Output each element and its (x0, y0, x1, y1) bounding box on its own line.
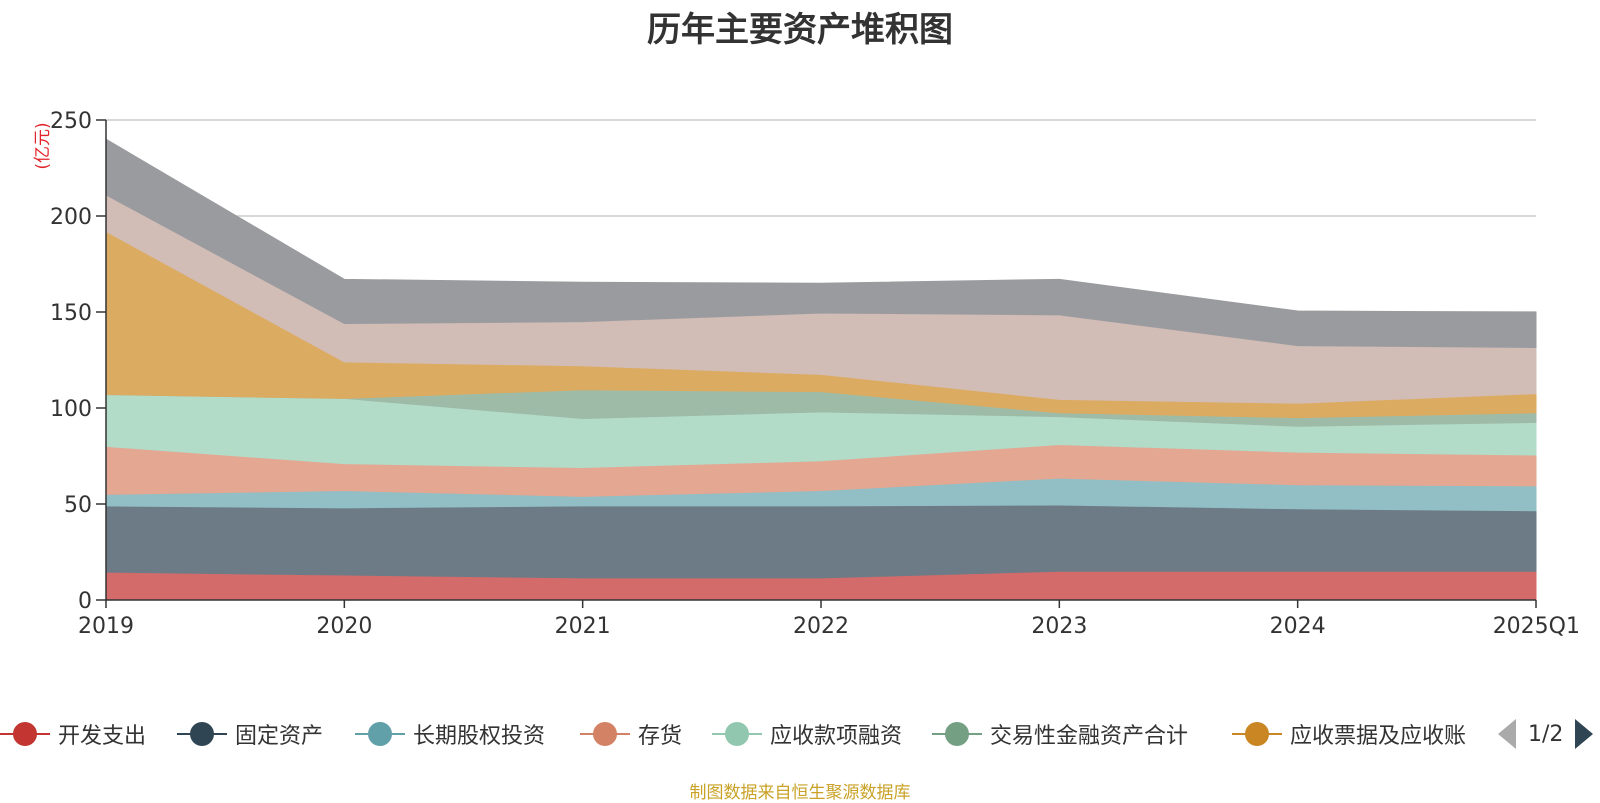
chart-title: 历年主要资产堆积图 (647, 10, 953, 50)
y-tick-label: 0 (78, 589, 92, 614)
x-tick-label: 2022 (793, 614, 849, 639)
axes (96, 119, 1537, 608)
legend-next-page-icon[interactable] (1575, 719, 1594, 749)
legend-prev-page-icon[interactable] (1498, 719, 1516, 749)
legend-item[interactable]: 应收款项融资 (712, 716, 902, 752)
legend-item[interactable]: 开发支出 (0, 716, 146, 752)
legend-symbol-icon (0, 716, 50, 752)
y-tick-label: 150 (50, 301, 92, 326)
legend-pager: 1/2 (1498, 716, 1594, 752)
area-series-9 (105, 138, 1537, 349)
legend-label: 交易性金融资产合计 (990, 724, 1189, 749)
legend-label: 固定资产 (235, 724, 324, 749)
legend-page-indicator: 1/2 (1528, 721, 1564, 747)
x-tick-labels: 2019 2020 2021 2022 2023 2024 2025Q1 (78, 614, 1580, 639)
x-tick-label: 2020 (316, 614, 372, 639)
legend-symbol-icon (712, 716, 762, 752)
legend-symbol-icon (355, 716, 405, 752)
legend-symbol-icon (177, 716, 227, 752)
y-tick-label: 100 (50, 397, 92, 422)
legend-item[interactable]: 应收票据及应收账 (1232, 716, 1466, 752)
x-tick-label: 2023 (1031, 614, 1087, 639)
legend-symbol-icon (580, 716, 630, 752)
x-tick-label: 2025Q1 (1493, 614, 1580, 639)
legend-item[interactable]: 交易性金融资产合计 (932, 716, 1188, 752)
legend-label: 长期股权投资 (413, 724, 546, 749)
legend-label: 存货 (638, 724, 683, 749)
source-note: 制图数据来自恒生聚源数据库 (689, 783, 911, 803)
legend-item[interactable]: 存货 (580, 716, 682, 752)
stacked-area-chart: 0 50 100 150 200 250 2019 2020 2021 2022 2023 2024… (33, 109, 1580, 639)
x-tick-label: 2019 (78, 614, 134, 639)
x-tick-label: 2021 (555, 614, 611, 639)
legend-label: 应收票据及应收账 (1290, 724, 1467, 749)
legend-label: 开发支出 (58, 724, 147, 749)
y-tick-label: 250 (50, 109, 92, 134)
area-series-2 (105, 504, 1537, 579)
y-tick-label: 50 (64, 493, 92, 518)
legend-symbol-icon (1232, 716, 1282, 752)
y-axis-label: (亿元) (33, 122, 53, 169)
legend: 1/2 开发支出 固定资产 长期股权投资 存货 应收款项融资 交易性金融资产合计 应收票据及… (0, 716, 1600, 752)
legend-item[interactable]: 长期股权投资 (355, 716, 545, 752)
legend-symbol-icon (932, 716, 982, 752)
x-tick-label: 2024 (1270, 614, 1326, 639)
y-tick-label: 200 (50, 205, 92, 230)
area-series (105, 138, 1537, 601)
legend-item[interactable]: 固定资产 (177, 716, 323, 752)
y-tick-labels: 0 50 100 150 200 250 (50, 109, 92, 614)
legend-label: 应收款项融资 (770, 724, 903, 749)
